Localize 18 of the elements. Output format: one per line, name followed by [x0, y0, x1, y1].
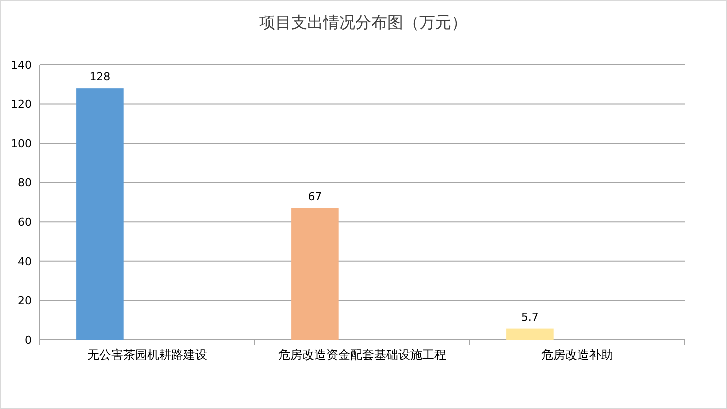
y-tick-label: 60	[18, 216, 32, 229]
x-tick-label: 危房改造补助	[542, 348, 614, 362]
y-tick-label: 40	[18, 255, 32, 268]
bar	[76, 88, 124, 340]
bar	[506, 328, 554, 340]
chart-title: 项目支出情况分布图（万元）	[260, 13, 468, 32]
bar	[292, 208, 339, 340]
y-tick-label: 100	[11, 137, 32, 150]
y-tick-label: 120	[11, 98, 32, 112]
data-label: 128	[90, 70, 111, 84]
y-tick-label: 20	[18, 294, 32, 308]
y-tick-label: 0	[25, 334, 32, 347]
data-label: 5.7	[521, 310, 539, 324]
x-tick-label: 危房改造资金配套基础设施工程	[278, 348, 446, 362]
data-label: 67	[308, 190, 322, 204]
x-tick-label: 无公害茶园机耕路建设	[88, 348, 208, 362]
y-tick-label: 80	[18, 176, 32, 190]
y-tick-label: 140	[11, 58, 32, 72]
